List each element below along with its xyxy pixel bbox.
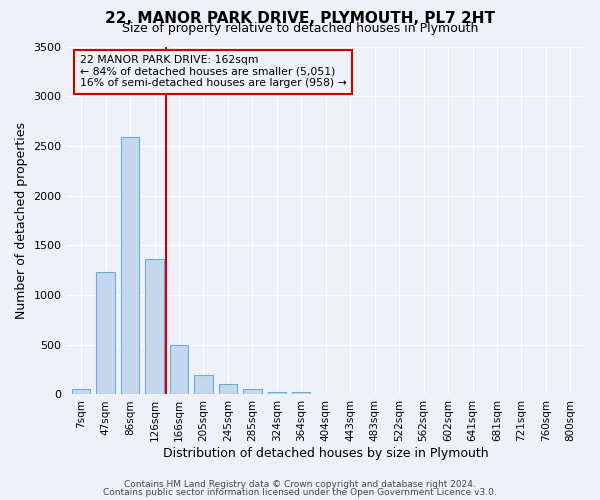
Text: Contains HM Land Registry data © Crown copyright and database right 2024.: Contains HM Land Registry data © Crown c… <box>124 480 476 489</box>
Bar <box>219 384 237 394</box>
Text: Size of property relative to detached houses in Plymouth: Size of property relative to detached ho… <box>122 22 478 35</box>
Bar <box>121 137 139 394</box>
Text: 22 MANOR PARK DRIVE: 162sqm
← 84% of detached houses are smaller (5,051)
16% of : 22 MANOR PARK DRIVE: 162sqm ← 84% of det… <box>80 55 346 88</box>
Bar <box>170 345 188 395</box>
X-axis label: Distribution of detached houses by size in Plymouth: Distribution of detached houses by size … <box>163 447 488 460</box>
Bar <box>268 392 286 394</box>
Bar <box>145 260 164 394</box>
Bar <box>194 374 212 394</box>
Text: 22, MANOR PARK DRIVE, PLYMOUTH, PL7 2HT: 22, MANOR PARK DRIVE, PLYMOUTH, PL7 2HT <box>105 11 495 26</box>
Bar <box>72 390 91 394</box>
Bar <box>243 390 262 394</box>
Text: Contains public sector information licensed under the Open Government Licence v3: Contains public sector information licen… <box>103 488 497 497</box>
Bar <box>292 392 310 394</box>
Y-axis label: Number of detached properties: Number of detached properties <box>15 122 28 319</box>
Bar <box>97 272 115 394</box>
